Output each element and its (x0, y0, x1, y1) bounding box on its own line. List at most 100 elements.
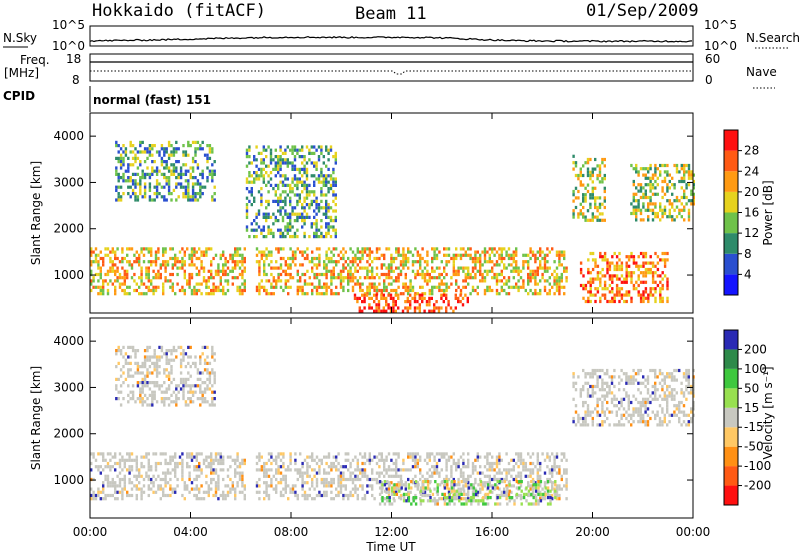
heatmap-cell (115, 198, 118, 202)
heatmap-cell (171, 288, 174, 293)
heatmap-cell (383, 279, 386, 283)
heatmap-cell (426, 279, 429, 283)
heatmap-cell (155, 150, 159, 154)
heatmap-cell (208, 381, 212, 385)
heatmap-cell (344, 477, 347, 482)
heatmap-cell (549, 496, 552, 500)
heatmap-cell (139, 397, 142, 401)
heatmap-cell (175, 169, 178, 173)
heatmap-cell (472, 496, 475, 500)
heatmap-cell (257, 177, 261, 181)
heatmap-cell (315, 225, 318, 229)
heatmap-cell (213, 381, 216, 385)
heatmap-cell (234, 266, 237, 270)
heatmap-cell (294, 490, 297, 494)
heatmap-cell (443, 480, 447, 484)
heatmap-cell (296, 180, 299, 184)
heatmap-cell (524, 253, 527, 257)
heatmap-cell (582, 196, 585, 200)
heatmap-cell (109, 269, 112, 273)
heatmap-cell (491, 490, 494, 494)
heatmap-cell (320, 206, 323, 210)
heatmap-cell (644, 251, 648, 256)
heatmap-cell (431, 266, 434, 270)
heatmap-cell (122, 397, 125, 401)
heatmap-cell (136, 397, 140, 401)
heatmap-cell (558, 279, 561, 283)
heatmap-cell (596, 205, 599, 210)
heatmap-cell (639, 211, 643, 216)
heatmap-cell (143, 361, 147, 365)
heatmap-cell (596, 271, 600, 275)
heatmap-cell (226, 279, 230, 283)
heatmap-cell (450, 480, 454, 484)
heatmap-cell (613, 423, 616, 427)
heatmap-cell (356, 282, 359, 286)
heatmap-cell (323, 263, 326, 267)
heatmap-cell (196, 198, 200, 202)
heatmap-cell (387, 487, 391, 491)
heatmap-cell (541, 276, 544, 280)
heatmap-cell (378, 247, 381, 251)
heatmap-cell (222, 292, 225, 296)
heatmap-cell (253, 196, 256, 200)
heatmap-cell (428, 292, 431, 296)
heatmap-cell (551, 493, 554, 498)
heatmap-cell (203, 368, 207, 372)
heatmap-cell (537, 489, 540, 493)
heatmap-cell (402, 263, 405, 267)
heatmap-cell (151, 393, 154, 397)
heatmap-cell (347, 282, 350, 286)
heatmap-cell (138, 468, 141, 472)
heatmap-cell (189, 390, 192, 394)
heatmap-cell (649, 199, 652, 203)
heatmap-cell (322, 206, 325, 210)
heatmap-cell (368, 282, 371, 286)
heatmap-cell (210, 269, 213, 273)
heatmap-cell (465, 499, 468, 503)
heatmap-cell (322, 180, 325, 184)
heatmap-cell (445, 263, 448, 267)
heatmap-cell (683, 176, 686, 180)
heatmap-cell (202, 461, 206, 466)
heatmap-cell (115, 156, 118, 160)
heatmap-cell (260, 196, 263, 200)
heatmap-cell (224, 256, 227, 261)
heatmap-cell (279, 174, 282, 178)
heatmap-cell (596, 173, 599, 178)
heatmap-cell (199, 384, 202, 388)
heatmap-cell (265, 219, 268, 223)
heatmap-cell (258, 458, 261, 462)
heatmap-cell (296, 199, 299, 203)
heatmap-cell (327, 452, 331, 456)
heatmap-cell (171, 455, 174, 459)
heatmap-cell (446, 480, 449, 484)
heatmap-cell (196, 179, 200, 183)
heatmap-cell (286, 215, 289, 219)
heatmap-cell (188, 465, 191, 469)
heatmap-cell (452, 272, 455, 277)
heatmap-cell (301, 145, 304, 149)
heatmap-cell (200, 452, 203, 456)
heatmap-cell (191, 361, 195, 365)
heatmap-cell (179, 387, 183, 391)
heatmap-cell (380, 253, 383, 257)
heatmap-cell (474, 499, 478, 503)
heatmap-cell (289, 266, 292, 270)
heatmap-cell (193, 487, 196, 491)
heatmap-cell (519, 484, 523, 488)
heatmap-cell (553, 260, 556, 264)
heatmap-cell (325, 263, 328, 267)
heatmap-cell (591, 372, 594, 376)
heatmap-cell (122, 150, 125, 154)
heatmap-cell (313, 458, 316, 462)
heatmap-cell (342, 474, 345, 478)
heatmap-cell (395, 468, 398, 472)
heatmap-cell (187, 179, 190, 183)
heatmap-cell (464, 484, 467, 488)
heatmap-cell (606, 416, 609, 421)
heatmap-cell (375, 461, 379, 466)
heatmap-cell (598, 397, 602, 401)
heatmap-cell (194, 150, 197, 154)
heatmap-cell (303, 282, 307, 286)
